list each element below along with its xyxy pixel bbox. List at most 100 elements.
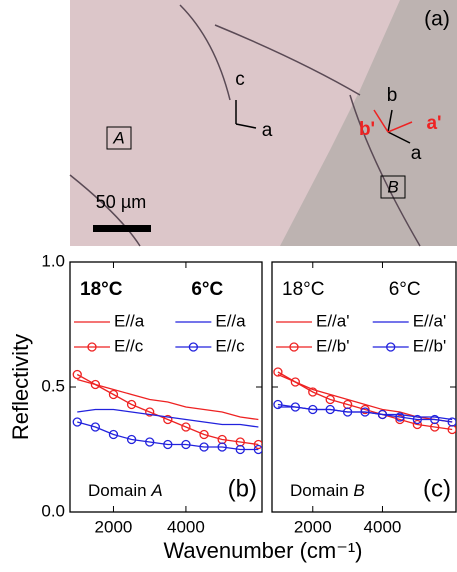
arrow	[387, 109, 393, 133]
legend-label: E//a'	[413, 311, 447, 330]
data-point	[395, 414, 405, 425]
data-point	[360, 407, 370, 417]
data-point	[72, 417, 82, 427]
axis-letter: a	[411, 143, 422, 164]
legend-title: 6°C	[389, 279, 421, 300]
data-point	[199, 429, 209, 440]
data-line	[77, 421, 259, 451]
data-point	[90, 422, 101, 432]
box	[380, 175, 406, 199]
legend-label: E//b'	[413, 336, 447, 355]
data-point	[199, 442, 209, 452]
data-point	[163, 414, 173, 425]
series	[277, 373, 453, 423]
arrow	[387, 121, 413, 133]
data-point	[360, 404, 370, 415]
data-point	[290, 377, 300, 387]
data-line	[277, 373, 453, 423]
y-tick-label: 0.0	[41, 501, 65, 520]
data-line	[76, 373, 259, 446]
data-point	[163, 439, 173, 450]
domain-name: A	[150, 481, 162, 500]
legend-marker	[289, 342, 299, 352]
data-point	[126, 399, 137, 410]
data-point	[181, 422, 191, 432]
domain-label: Domain A	[88, 481, 163, 500]
data-line	[277, 403, 453, 423]
legend-marker	[386, 342, 396, 352]
domain-label: B	[387, 177, 398, 196]
data-point	[290, 402, 300, 412]
x-tick-label: 4000	[167, 517, 205, 536]
axis-letter: b'	[359, 119, 375, 140]
data-point	[108, 429, 119, 440]
series	[72, 417, 262, 455]
axis-letter: a'	[426, 113, 441, 134]
series	[77, 378, 259, 421]
domain-label: A	[112, 128, 124, 147]
data-point	[145, 437, 155, 447]
data-point	[308, 404, 318, 415]
x-tick-label: 4000	[364, 517, 402, 536]
x-axis-title: Wavenumber (cm⁻¹)	[163, 538, 362, 563]
x-tick-label: 2000	[294, 517, 332, 536]
axis-letter: c	[235, 69, 245, 90]
x-tick-label: 2000	[95, 517, 133, 536]
crack	[69, 4, 421, 247]
arrow	[235, 123, 257, 129]
data-point	[430, 414, 440, 425]
data-point	[447, 417, 456, 427]
scale-bar	[93, 225, 151, 232]
data-point	[395, 412, 405, 422]
data-point	[273, 367, 283, 377]
scale-label: 50 µm	[96, 192, 146, 212]
data-point	[72, 369, 82, 380]
panel-label: (b)	[228, 475, 257, 502]
arrow	[373, 109, 389, 133]
arrow	[387, 131, 411, 144]
data-line	[77, 378, 259, 421]
legend-label: E//c	[114, 336, 144, 355]
legend-title: 18°C	[282, 279, 324, 300]
legend-label: E//b'	[316, 336, 350, 355]
data-line	[77, 408, 259, 428]
axis-letter: b	[387, 85, 398, 106]
data-point	[126, 434, 137, 445]
data-point	[412, 419, 422, 430]
domain-text: Domain	[88, 481, 147, 500]
micrograph: (a) A B c a b a b' a' 50 µm	[69, 0, 457, 247]
axis-letter: a	[262, 120, 273, 141]
data-line	[277, 371, 453, 431]
domain-name: B	[353, 481, 364, 500]
data-point	[342, 407, 353, 417]
data-point	[217, 442, 227, 452]
data-point	[273, 399, 283, 410]
data-point	[108, 389, 119, 400]
legend-title: 6°C	[191, 279, 223, 300]
data-point	[253, 444, 262, 455]
y-tick-label: 0.5	[41, 376, 65, 395]
panel-label: (a)	[424, 8, 450, 31]
legend-label: E//a'	[316, 311, 350, 330]
domain-b-region	[280, 0, 457, 246]
axes-b-prime	[373, 109, 413, 133]
domain-text: Domain	[290, 481, 349, 500]
axes-b	[387, 109, 411, 144]
data-point	[325, 394, 335, 405]
y-axis-title: Reflectivity	[8, 334, 33, 440]
data-point	[325, 404, 335, 415]
panel-label: (c)	[423, 475, 451, 502]
data-point	[181, 439, 191, 450]
axes-a	[235, 100, 257, 129]
legend-marker	[188, 342, 199, 352]
data-point	[90, 379, 101, 390]
data-point	[253, 439, 262, 450]
box	[106, 126, 132, 150]
data-point	[377, 409, 388, 420]
series	[273, 399, 456, 427]
y-tick-label: 1.0	[41, 251, 65, 270]
legend-title: 18°C	[80, 279, 123, 300]
legend-label: E//a	[215, 311, 246, 330]
domain-label: Domain B	[290, 481, 365, 500]
data-point	[235, 444, 245, 455]
